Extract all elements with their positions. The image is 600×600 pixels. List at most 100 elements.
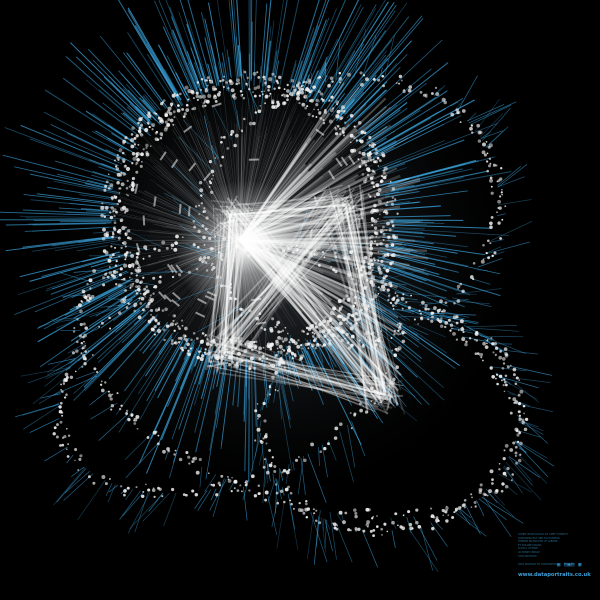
spike (166, 55, 188, 97)
spike (243, 486, 248, 521)
spike (125, 52, 170, 111)
spike (383, 35, 395, 80)
node (328, 339, 331, 342)
node (382, 225, 385, 229)
node (253, 366, 257, 370)
node (498, 374, 503, 379)
node (95, 370, 99, 374)
node (379, 180, 383, 184)
node (138, 297, 141, 300)
node (376, 515, 378, 517)
node (248, 121, 253, 126)
site-link[interactable]: www.dataportraits.co.uk (518, 572, 591, 578)
node (393, 333, 396, 336)
node (373, 158, 375, 161)
fan-edge (340, 208, 367, 394)
node (450, 112, 455, 117)
node (411, 527, 414, 530)
node (133, 136, 137, 140)
node (130, 414, 134, 417)
spike (43, 285, 127, 330)
node (230, 489, 233, 493)
node (151, 122, 156, 128)
spike (139, 341, 184, 420)
node (506, 466, 510, 471)
node (263, 75, 266, 79)
node (131, 162, 134, 165)
node (316, 342, 320, 346)
spike (246, 90, 252, 119)
node (154, 430, 158, 434)
node (517, 393, 521, 397)
node (137, 129, 142, 133)
spike (327, 243, 350, 252)
node (201, 104, 205, 108)
fan-edge (211, 335, 381, 394)
node (142, 490, 145, 493)
node (249, 364, 253, 367)
node (123, 252, 128, 257)
node (375, 243, 379, 247)
spike (84, 182, 112, 191)
spike (206, 345, 214, 368)
node (170, 247, 173, 250)
spike (85, 280, 131, 305)
spike (22, 404, 60, 416)
node (327, 83, 331, 88)
node (293, 353, 297, 357)
node (225, 81, 228, 84)
spike (323, 341, 365, 408)
node (162, 449, 166, 454)
node (346, 341, 350, 345)
node (369, 151, 372, 154)
node (167, 106, 172, 111)
spike (325, 43, 365, 103)
node (111, 231, 115, 234)
node (288, 350, 292, 353)
node (289, 350, 293, 353)
node (371, 208, 376, 213)
spike (338, 57, 397, 122)
spike (206, 354, 214, 376)
node (302, 84, 305, 87)
spike (54, 240, 121, 251)
node (149, 294, 152, 297)
spike (267, 386, 270, 401)
node (381, 74, 385, 78)
node (377, 259, 380, 262)
node (125, 186, 129, 190)
node (256, 71, 259, 74)
node (358, 267, 363, 272)
spike (76, 244, 108, 252)
spike (389, 309, 398, 315)
node (484, 345, 489, 349)
node (296, 96, 300, 101)
node (146, 121, 150, 124)
spike (29, 138, 128, 175)
node (330, 326, 333, 329)
node (289, 338, 292, 342)
node (71, 351, 75, 355)
spike (262, 352, 269, 397)
node (299, 344, 303, 347)
node (372, 331, 375, 335)
node (258, 357, 262, 361)
node (262, 346, 265, 349)
node (403, 88, 406, 92)
node (194, 492, 199, 497)
spike (105, 255, 132, 260)
spike (44, 89, 139, 150)
spike (476, 269, 489, 271)
node (370, 181, 374, 185)
node (220, 136, 223, 139)
node (151, 488, 156, 493)
node (380, 330, 383, 333)
spike (171, 16, 202, 95)
spike (55, 317, 81, 329)
node (325, 322, 330, 327)
node (512, 397, 517, 402)
node (372, 257, 376, 261)
node (372, 529, 376, 532)
node (336, 125, 340, 128)
node (359, 339, 361, 342)
